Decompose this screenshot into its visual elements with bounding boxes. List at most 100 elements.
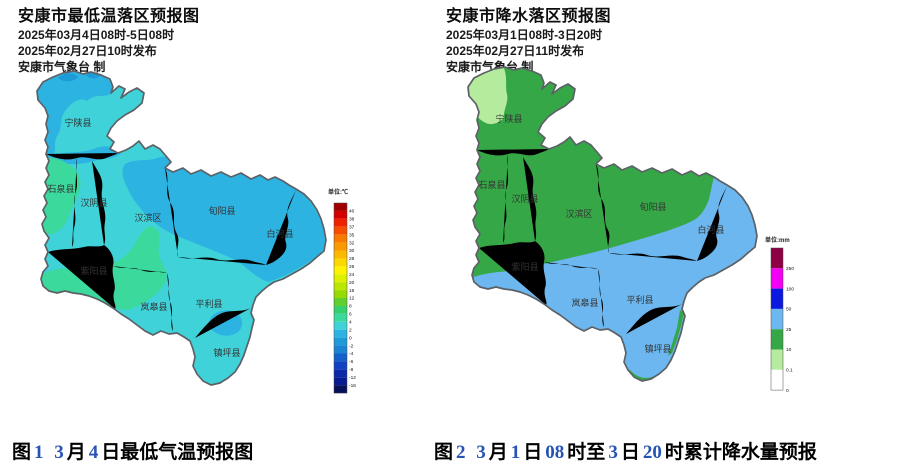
- left-map-title: 安康市最低温落区预报图: [18, 8, 200, 25]
- caption-number: 20: [642, 442, 662, 463]
- caption-number: 1: [34, 442, 44, 463]
- legend-tick-label: -2: [349, 343, 354, 349]
- legend-tick-label: 250: [786, 266, 794, 272]
- caption-number: 2: [456, 442, 466, 463]
- caption-text: 图: [434, 442, 454, 463]
- caption-text: 日: [620, 442, 640, 463]
- left-map-valid-period: 2025年03月4日08时-5日08时: [18, 28, 175, 42]
- legend-color-band: [334, 234, 347, 243]
- caption-text: 图: [12, 442, 32, 463]
- legend-color-band: [334, 203, 347, 211]
- legend-color-band: [334, 218, 347, 227]
- county-label: 石泉县: [478, 179, 505, 190]
- legend-color-band: [771, 369, 783, 391]
- caption-text: [47, 442, 52, 463]
- legend-tick-label: 10: [786, 347, 792, 353]
- legend-color-band: [334, 329, 347, 338]
- legend-color-band: [771, 349, 783, 370]
- legend-color-band: [771, 248, 783, 269]
- county-label: 镇坪县: [213, 347, 240, 358]
- legend-unit-label: 单位:mm: [765, 236, 790, 244]
- legend-tick-label: 38: [349, 217, 355, 223]
- county-label: 旬阳县: [639, 201, 666, 212]
- caption-text: 日: [523, 442, 543, 463]
- precipitation-legend: 单位:mm 250 100 50 25 10 0.1 0: [765, 236, 794, 394]
- caption-number: 1: [510, 442, 521, 463]
- county-label: 平利县: [626, 294, 653, 305]
- caption-number: 3: [54, 442, 64, 463]
- county-label: 石泉县: [47, 183, 74, 194]
- county-label: 紫阳县: [511, 262, 538, 272]
- county-label: 岚皋县: [140, 301, 167, 312]
- right-map-issue-time: 2025年02月27日11时发布: [446, 44, 585, 58]
- legend-color-band: [334, 298, 347, 306]
- legend-color-band: [334, 337, 347, 346]
- caption-text: 月: [488, 442, 508, 463]
- legend-tick-label: 12: [349, 296, 355, 302]
- left-map-title-block: 安康市最低温落区预报图 2025年03月4日08时-5日08时 2025年02月…: [18, 6, 200, 75]
- legend-unit-label: 单位:℃: [328, 188, 348, 196]
- caption-number: 08: [545, 442, 565, 463]
- legend-tick-label: -8: [349, 367, 354, 373]
- county-label: 宁陕县: [64, 117, 91, 128]
- caption-text: [469, 442, 474, 463]
- county-label: 岚皋县: [571, 297, 598, 308]
- county-label: 白河县: [697, 224, 724, 235]
- legend-tick-label: -4: [349, 351, 354, 357]
- legend-color-band: [771, 329, 783, 350]
- right-map-title: 安康市降水落区预报图: [446, 8, 612, 25]
- left-map-issue-time: 2025年02月27日10时发布: [18, 44, 157, 58]
- legend-tick-label: 4: [349, 320, 352, 326]
- legend-tick-label: 26: [349, 264, 355, 270]
- legend-color-band: [334, 369, 347, 378]
- legend-color-band: [771, 308, 783, 330]
- caption-number: 3: [608, 442, 618, 463]
- legend-tick-label: 100: [786, 286, 794, 292]
- legend-color-band: [334, 210, 347, 219]
- county-label: 汉滨区: [565, 208, 592, 219]
- caption-text: 月: [66, 442, 86, 463]
- legend-color-band: [334, 242, 347, 251]
- legend-tick-label: 6: [349, 312, 352, 318]
- legend-color-band: [334, 226, 347, 235]
- legend-frame: [770, 247, 784, 391]
- right-map-valid-period: 2025年03月1日08时-3日20时: [446, 28, 603, 42]
- legend-tick-label: 0: [349, 335, 352, 341]
- legend-color-band: [334, 258, 347, 267]
- legend-color-band: [334, 385, 347, 394]
- legend-tick-label: -16: [349, 383, 356, 389]
- legend-tick-label: 0.1: [786, 368, 793, 374]
- legend-color-band: [334, 361, 347, 370]
- county-label: 汉滨区: [134, 212, 161, 223]
- legend-tick-label: 0: [786, 388, 789, 394]
- legend-tick-label: 25: [786, 327, 792, 333]
- legend-tick-label: 50: [786, 307, 792, 313]
- legend-tick-label: -12: [349, 375, 356, 381]
- legend-tick-label: 30: [349, 248, 355, 254]
- legend-tick-label: 24: [349, 272, 355, 278]
- county-label: 旬阳县: [208, 205, 235, 216]
- caption-number: 4: [88, 442, 99, 463]
- legend-color-band: [334, 274, 347, 283]
- legend-frame: [333, 202, 348, 394]
- legend-color-band: [771, 268, 783, 289]
- county-label: 宁陕县: [495, 113, 522, 124]
- county-label: 镇坪县: [644, 343, 671, 354]
- left-map-producer: 安康市气象台 制: [18, 60, 106, 74]
- temperature-legend: 单位:℃40383735323028262420161286420-2-4-6-…: [328, 188, 356, 394]
- caption-text: 时累计降水量预报: [664, 442, 817, 463]
- caption-text: 时至: [567, 442, 606, 463]
- legend-color-band: [334, 321, 347, 330]
- county-label: 汉阴县: [511, 194, 538, 204]
- legend-tick-label: 8: [349, 304, 352, 310]
- legend-color-band: [334, 377, 347, 386]
- legend-color-band: [334, 282, 347, 291]
- legend-color-band: [334, 305, 347, 314]
- legend-color-band: [334, 313, 347, 322]
